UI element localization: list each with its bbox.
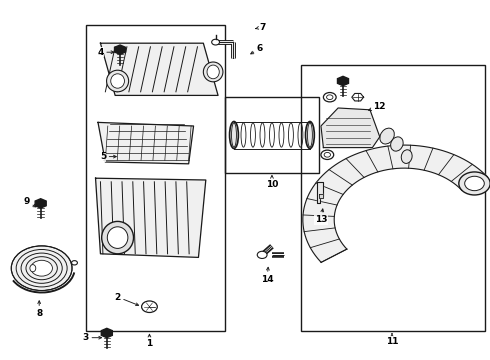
Ellipse shape xyxy=(207,65,220,79)
Polygon shape xyxy=(101,328,112,338)
Polygon shape xyxy=(318,194,323,198)
Text: 13: 13 xyxy=(315,209,327,224)
Polygon shape xyxy=(115,45,125,54)
Text: 2: 2 xyxy=(115,292,139,306)
Bar xyxy=(301,65,485,331)
Circle shape xyxy=(323,93,336,102)
Bar xyxy=(225,97,318,173)
Ellipse shape xyxy=(111,74,124,88)
Circle shape xyxy=(321,150,334,159)
Circle shape xyxy=(465,176,484,191)
Text: 4: 4 xyxy=(97,48,114,57)
Circle shape xyxy=(257,251,267,258)
Text: 5: 5 xyxy=(100,152,116,161)
Text: 9: 9 xyxy=(24,197,36,207)
Polygon shape xyxy=(100,43,218,95)
Circle shape xyxy=(31,260,52,276)
Polygon shape xyxy=(352,94,364,101)
Circle shape xyxy=(326,95,333,99)
Ellipse shape xyxy=(30,265,36,272)
Ellipse shape xyxy=(401,150,412,163)
Ellipse shape xyxy=(380,128,394,144)
Ellipse shape xyxy=(107,227,128,248)
Ellipse shape xyxy=(229,122,239,148)
Text: 12: 12 xyxy=(368,102,386,111)
Text: 8: 8 xyxy=(36,301,42,318)
Polygon shape xyxy=(96,178,206,257)
Circle shape xyxy=(72,261,77,265)
Circle shape xyxy=(212,39,220,45)
Polygon shape xyxy=(98,122,194,164)
Text: 6: 6 xyxy=(251,44,263,54)
Ellipse shape xyxy=(106,70,128,92)
Circle shape xyxy=(11,246,72,291)
Polygon shape xyxy=(321,108,380,148)
Circle shape xyxy=(324,153,330,157)
Polygon shape xyxy=(317,182,323,203)
Ellipse shape xyxy=(203,62,223,82)
Circle shape xyxy=(142,301,157,312)
Text: 7: 7 xyxy=(256,22,266,31)
Polygon shape xyxy=(338,76,348,86)
Ellipse shape xyxy=(102,221,133,254)
Text: 1: 1 xyxy=(147,334,152,348)
Polygon shape xyxy=(303,145,488,262)
Circle shape xyxy=(459,172,490,195)
Polygon shape xyxy=(35,199,46,208)
Text: 3: 3 xyxy=(83,333,101,342)
Text: 14: 14 xyxy=(261,267,273,284)
Text: 11: 11 xyxy=(386,333,398,346)
Bar xyxy=(86,25,225,331)
Ellipse shape xyxy=(391,137,403,151)
Text: 10: 10 xyxy=(266,176,278,189)
Ellipse shape xyxy=(306,122,315,148)
